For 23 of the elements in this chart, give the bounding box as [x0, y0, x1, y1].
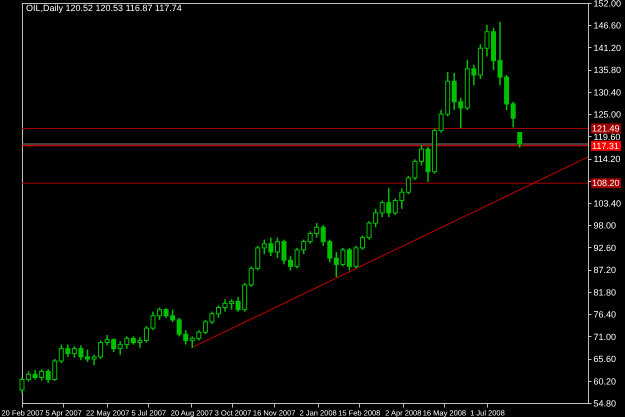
y-tick-label: 65.60	[594, 354, 616, 364]
y-tick-label: 141.20	[594, 42, 622, 53]
y-tick-label: 60.20	[594, 376, 616, 386]
y-tick-label: 125.00	[594, 110, 622, 120]
y-tick-label: 98.00	[594, 220, 616, 231]
y-tick-label: 152.00	[594, 0, 622, 8]
y-tick-label: 76.40	[594, 310, 616, 320]
y-tick-label: 119.60	[594, 132, 620, 142]
ref-line-label: 108.20	[592, 178, 620, 188]
y-tick-label: 92.60	[594, 242, 616, 253]
y-tick-label: 130.40	[594, 87, 622, 98]
ref-line-label: 121.49	[592, 124, 620, 134]
y-tick-label: 54.80	[594, 398, 616, 408]
y-tick-label: 114.20	[594, 154, 620, 164]
candlestick	[517, 132, 522, 148]
y-tick-label: 71.00	[594, 332, 616, 342]
y-tick-label: 135.80	[594, 65, 622, 76]
y-tick-label: 103.40	[594, 198, 622, 208]
ref-line-label: 117.31	[592, 140, 619, 151]
y-tick-label: 81.80	[594, 287, 616, 298]
y-tick-label: 87.20	[594, 265, 616, 276]
y-tick-label: 146.60	[594, 20, 622, 31]
chart-title: OIL,Daily 120.52 120.53 116.87 117.74	[26, 3, 182, 13]
